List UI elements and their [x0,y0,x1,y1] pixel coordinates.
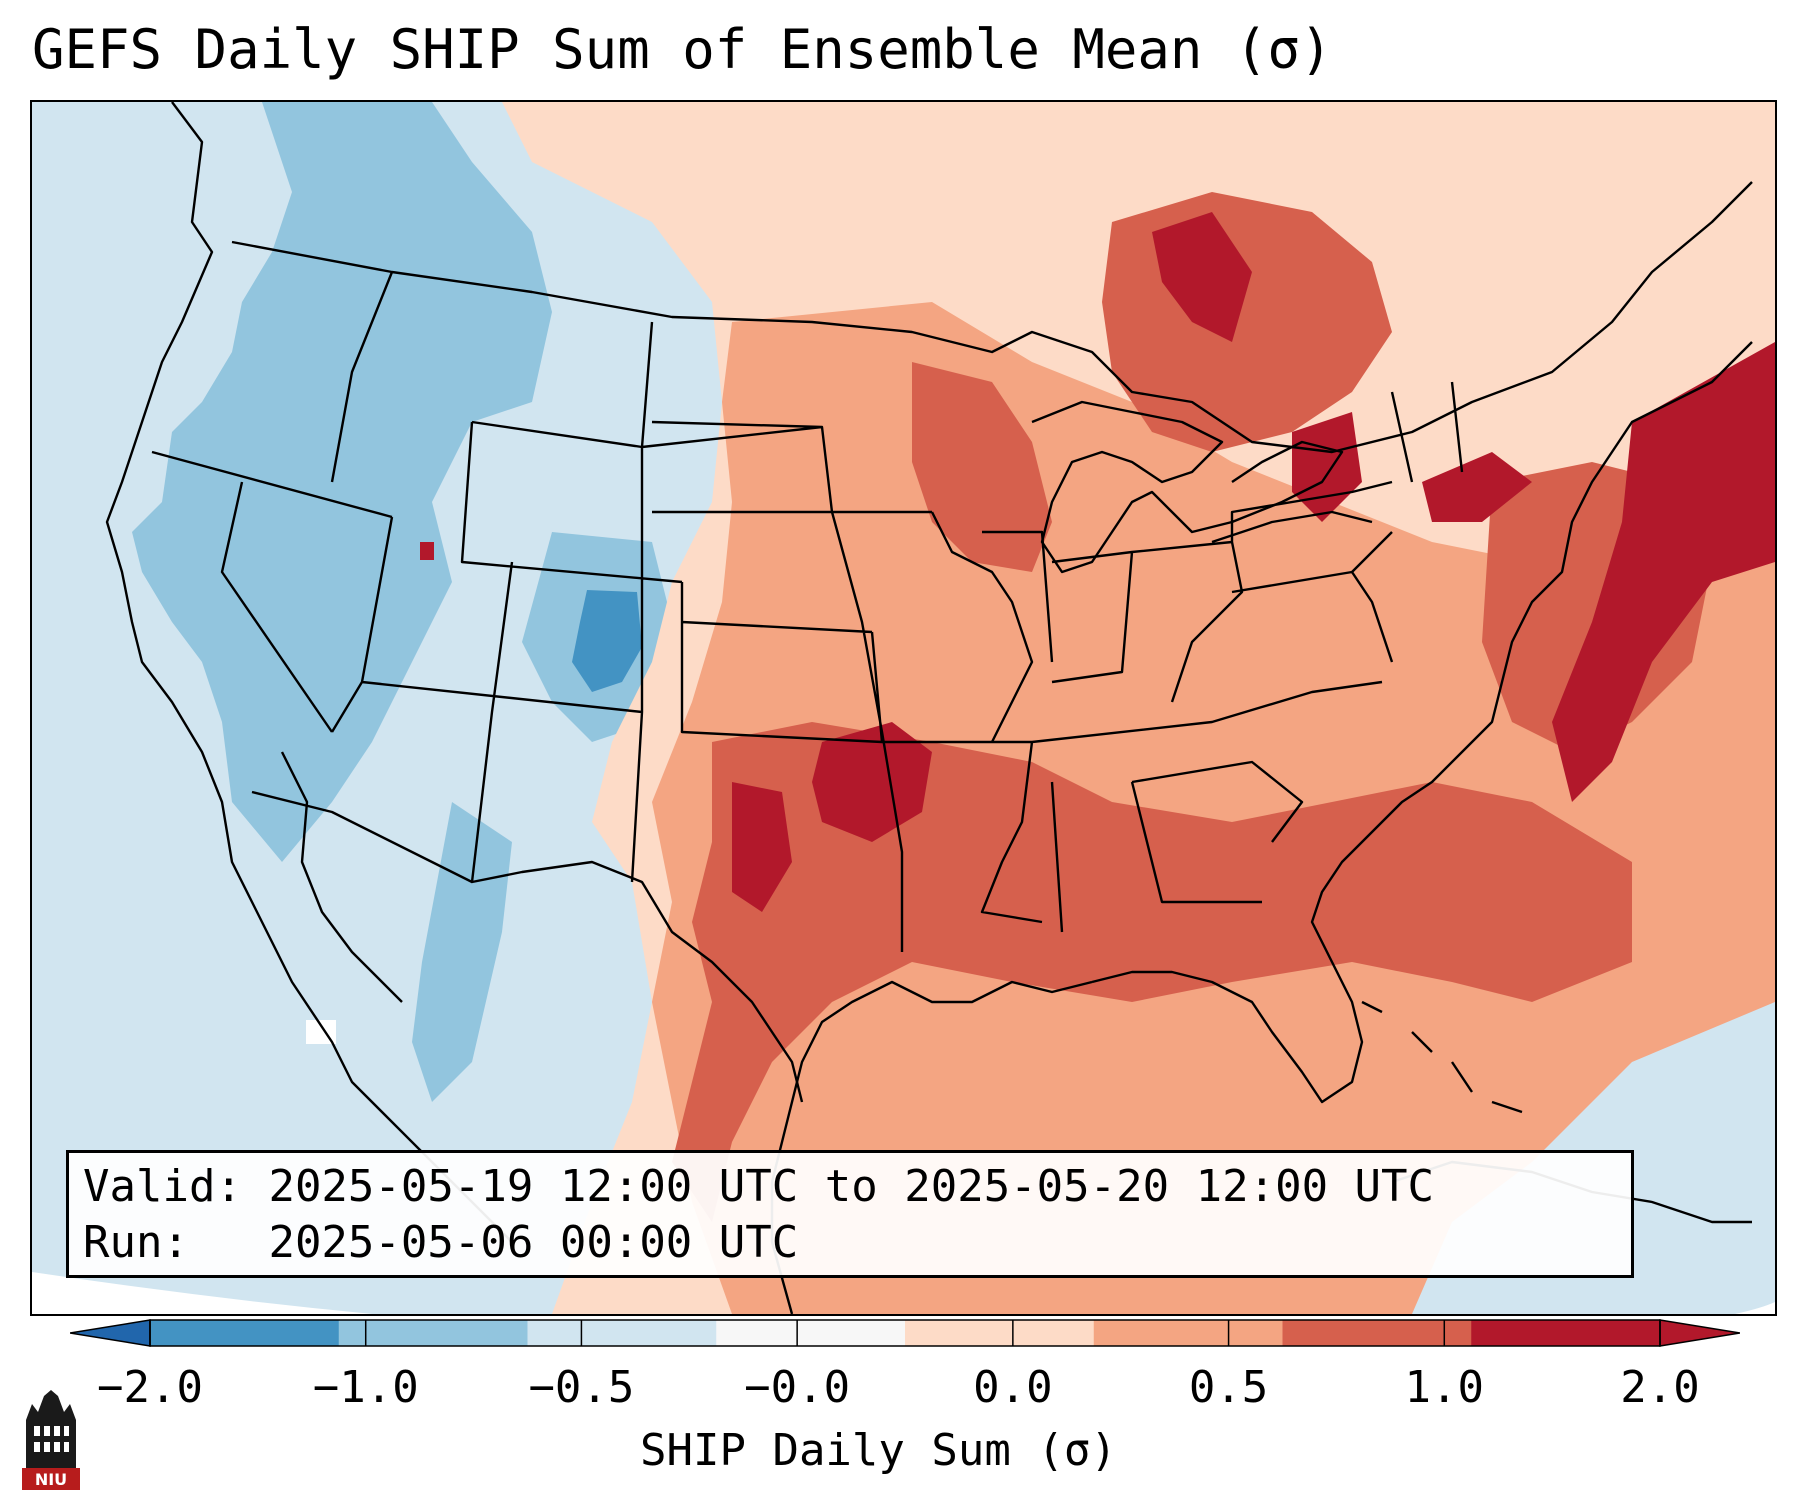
coastline-west [105,102,513,1243]
coastline-bahamas [1361,1000,1523,1114]
colorbar-tick-label: −2.0 [97,1362,203,1413]
colorbar [70,1319,1740,1347]
field-negative-moderate-3 [412,802,512,1102]
colorbar-segments [150,1320,1661,1346]
field-negative-moderate [132,102,552,862]
colorbar-tick-label: 0.0 [973,1362,1053,1413]
great-lakes [1031,400,1373,574]
colorbar-tick-label: −0.5 [528,1362,635,1413]
colorbar-tick-label: −1.0 [312,1362,419,1413]
valid-value: 2025-05-19 12:00 UTC to 2025-05-20 12:00… [268,1161,1435,1212]
outside-domain [32,1272,1775,1314]
colorbar-tick-label: 0.5 [1188,1362,1269,1413]
map-panel [30,100,1777,1316]
colorbar-segment [527,1320,717,1346]
chart-title: GEFS Daily SHIP Sum of Ensemble Mean (σ) [32,18,1333,81]
colorbar-tick-label: 2.0 [1620,1362,1700,1413]
colorbar-segment [150,1320,340,1346]
valid-label: Valid: [83,1161,242,1212]
coastline-east [1091,341,1753,1104]
isolated-cell [420,542,434,560]
border-us-mexico [251,790,804,1103]
colorbar-title: SHIP Daily Sum (σ) [640,1425,1117,1476]
colorbar-segment [1093,1320,1283,1346]
colorbar-tick-label: 1.0 [1404,1362,1485,1413]
colorbar-segment [338,1320,528,1346]
colorbar-segment [905,1320,1095,1346]
colorbar-segment [1471,1320,1661,1346]
colorbar-tick-marks [149,1320,1661,1346]
map-svg [32,102,1775,1314]
run-label: Run: [83,1217,189,1268]
niu-logo-icon: NIU [22,1390,80,1490]
colorbar-segment [1282,1320,1472,1346]
coastline-gulf [770,980,1093,1183]
valid-run-info-box: Valid: 2025-05-19 12:00 UTC to 2025-05-2… [66,1150,1634,1278]
logo-text: NIU [35,1470,67,1489]
field-positive-strong [672,192,1712,1222]
state-lines [151,271,1464,952]
run-value: 2025-05-06 00:00 UTC [268,1217,799,1268]
border-us-canada [231,181,1753,454]
colorbar-tick-label: −0.0 [744,1362,851,1413]
colorbar-extend-low [70,1319,151,1347]
coastline-baja [280,751,403,1003]
colorbar-segment [716,1320,906,1346]
colorbar-extend-high [1659,1319,1740,1347]
field-negative-strong [572,590,642,692]
